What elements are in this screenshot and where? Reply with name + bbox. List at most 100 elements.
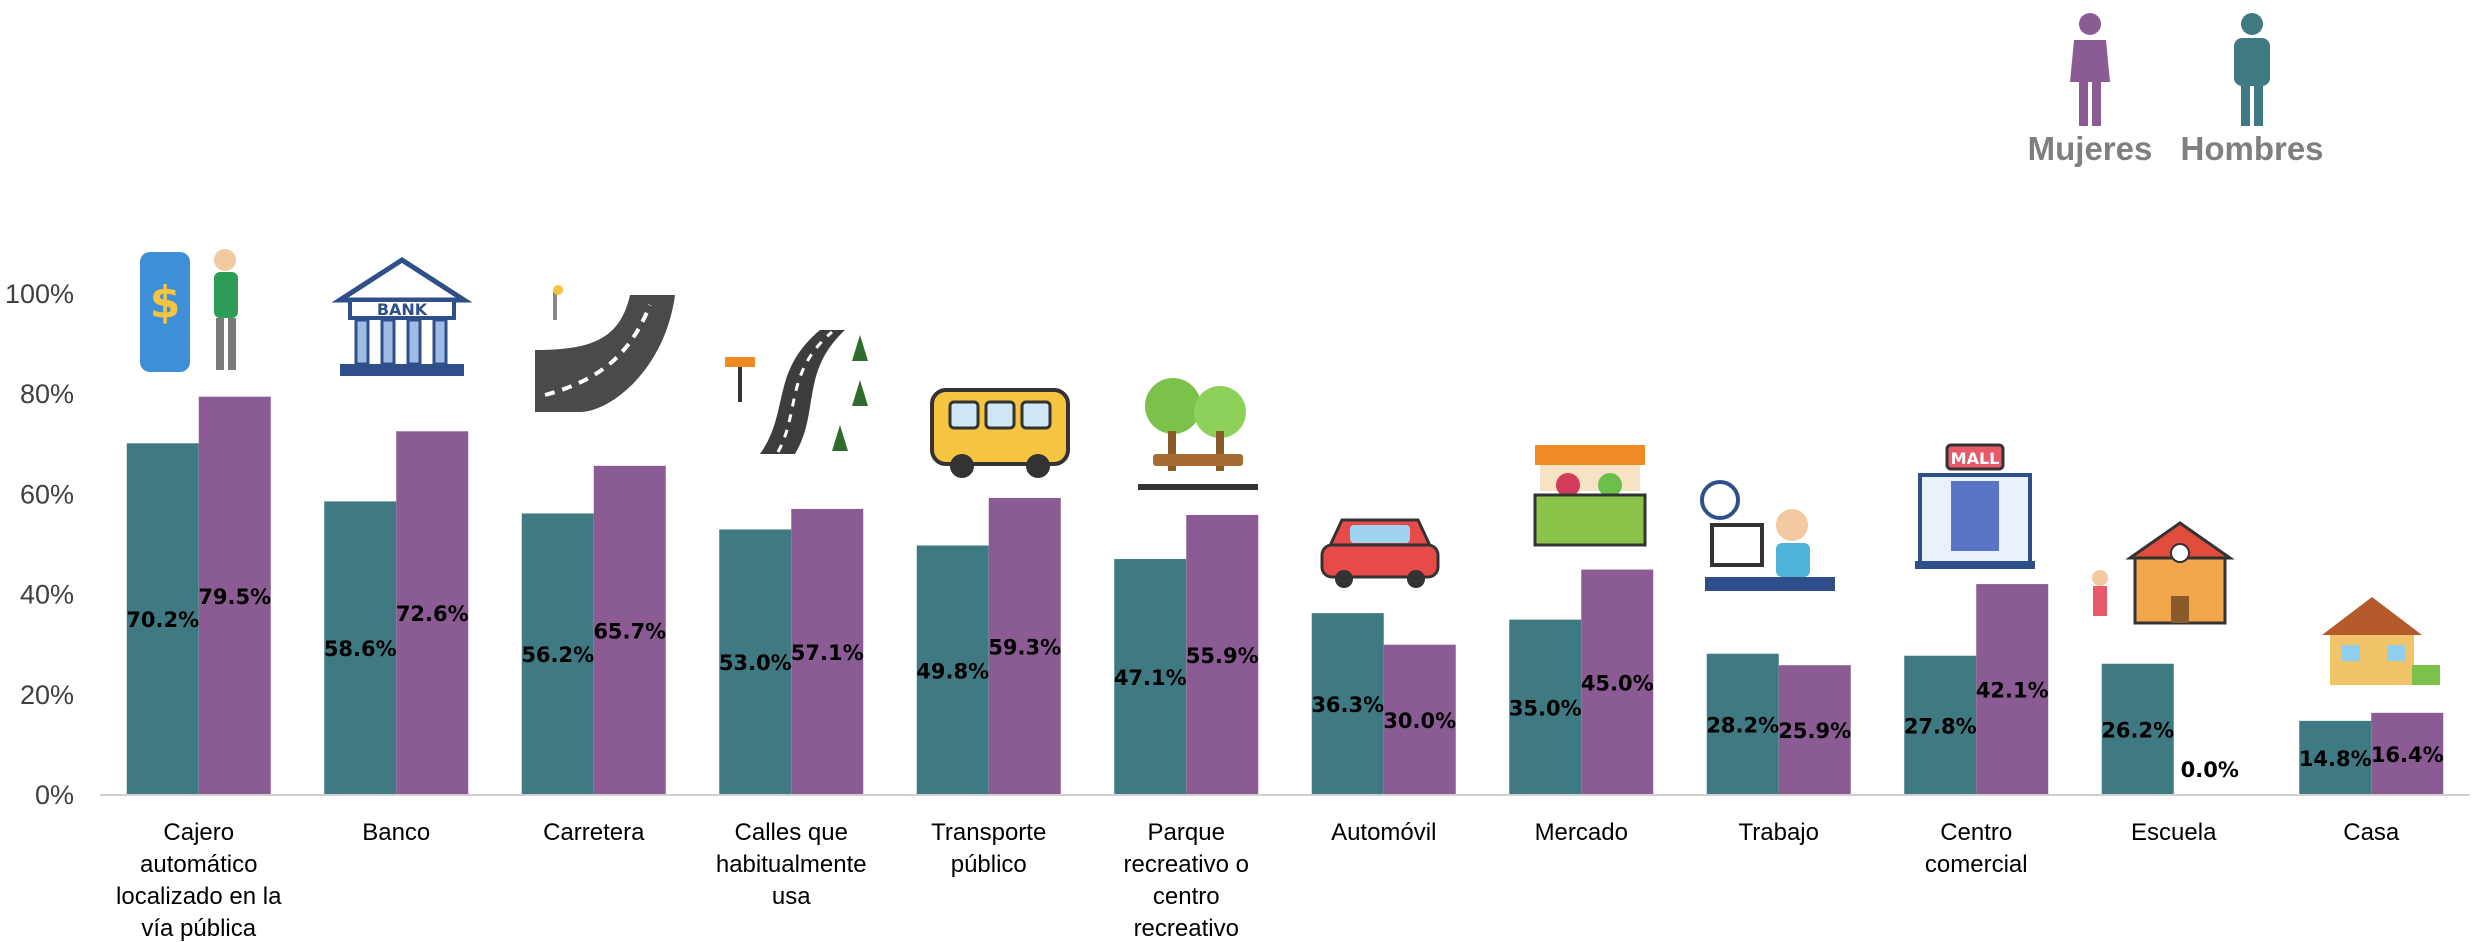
category-label: Trabajo xyxy=(1739,819,1819,846)
tree-trunk xyxy=(1168,431,1176,471)
data-label: 79.5% xyxy=(198,585,271,609)
y-tick-label: 100% xyxy=(5,279,74,309)
data-label: 70.2% xyxy=(126,608,199,632)
category-label: público xyxy=(951,851,1027,878)
data-label: 16.4% xyxy=(2371,743,2444,767)
category-label: usa xyxy=(772,883,811,910)
figure-leg xyxy=(2254,80,2263,126)
car-wheel xyxy=(1335,570,1353,588)
tree-shape xyxy=(832,425,848,451)
stall-back xyxy=(1540,465,1640,491)
bar xyxy=(1311,613,1384,795)
data-label: 27.8% xyxy=(1904,714,1977,738)
bush xyxy=(2412,665,2440,685)
bar xyxy=(1186,514,1259,795)
category-label: Cajero xyxy=(163,819,234,846)
bar xyxy=(1976,584,2049,795)
category-label: Carretera xyxy=(543,819,645,846)
child-head xyxy=(2092,570,2108,586)
figure-leg xyxy=(2241,80,2250,126)
stall-counter xyxy=(1533,493,1647,547)
bar xyxy=(2101,663,2174,795)
bus-window xyxy=(948,400,980,430)
street-markings xyxy=(776,330,833,453)
house-roof xyxy=(2322,597,2422,635)
category-label: centro xyxy=(1153,883,1220,910)
person-leg xyxy=(228,318,236,370)
category-label: automático xyxy=(140,851,257,878)
bar xyxy=(198,396,271,795)
bar xyxy=(1904,655,1977,795)
category-label: Mercado xyxy=(1535,819,1628,846)
data-label: 26.2% xyxy=(2101,718,2174,742)
bar xyxy=(1383,644,1456,795)
bus-icon xyxy=(930,388,1070,478)
desk xyxy=(1705,577,1835,591)
fruit-pile xyxy=(1556,473,1580,497)
bank-column xyxy=(354,318,370,366)
legend-label: Hombres xyxy=(2180,130,2323,167)
car-body xyxy=(1320,543,1440,579)
data-label: 35.0% xyxy=(1509,696,1582,720)
legend-item: Hombres xyxy=(2180,13,2324,167)
category-label: recreativo o xyxy=(1124,851,1249,878)
house-icon xyxy=(2322,597,2440,685)
bank-icon: BANK xyxy=(331,257,473,376)
bar xyxy=(791,508,864,795)
y-tick-label: 20% xyxy=(20,680,74,710)
atm-body xyxy=(140,252,190,372)
house-window xyxy=(2387,645,2405,661)
data-label: 49.8% xyxy=(916,659,989,683)
figure-torso xyxy=(2234,38,2270,86)
category-label: Centro xyxy=(1940,819,2012,846)
figure-head xyxy=(2241,13,2263,35)
bar xyxy=(916,545,989,795)
mall-word: MALL xyxy=(1951,449,2000,468)
monitor xyxy=(1710,523,1764,567)
data-label: 55.9% xyxy=(1186,644,1259,668)
person-shirt xyxy=(214,272,238,318)
tree-crown xyxy=(1194,386,1246,438)
school-door xyxy=(2171,596,2189,623)
bar xyxy=(126,443,199,795)
person-head xyxy=(214,249,236,271)
data-label: 28.2% xyxy=(1706,713,1779,737)
market-icon xyxy=(1533,445,1647,547)
category-label: Automóvil xyxy=(1331,819,1436,846)
data-label: 0.0% xyxy=(2181,758,2239,782)
bar xyxy=(1778,665,1851,795)
mall-sign xyxy=(1945,443,2005,471)
bar xyxy=(719,529,792,795)
car-windshield xyxy=(1350,525,1410,543)
data-label: 59.3% xyxy=(988,635,1061,659)
y-tick-label: 80% xyxy=(20,379,74,409)
y-tick-label: 60% xyxy=(20,479,74,509)
bars: 70.2%79.5% 58.6% 72.6% 56.2%65.7% 53.0% 57.1%… xyxy=(126,396,2444,795)
bar xyxy=(1581,569,1654,795)
data-label: 65.7% xyxy=(593,619,666,643)
man-icon xyxy=(2234,13,2270,126)
atm-icon: $ xyxy=(140,249,238,372)
y-axis: 0% 20% 40% 60% 80% 100% xyxy=(5,279,74,810)
sign-board xyxy=(725,357,755,367)
person-leg xyxy=(216,318,224,370)
street-icon xyxy=(725,330,868,454)
mall-base xyxy=(1915,561,2035,569)
bench-seat xyxy=(1153,454,1243,466)
data-label: 56.2% xyxy=(521,643,594,667)
office-worker-icon xyxy=(1700,480,1835,591)
dollar-glyph: $ xyxy=(150,277,181,328)
bar xyxy=(521,513,594,795)
house-window xyxy=(2342,645,2360,661)
mall-icon: MALL xyxy=(1915,443,2035,569)
figure-dress xyxy=(2070,40,2110,82)
legend: Mujeres Hombres xyxy=(2028,13,2324,167)
awning xyxy=(1535,445,1645,465)
data-label: 45.0% xyxy=(1581,671,1654,695)
street-surface xyxy=(760,330,845,454)
car-icon xyxy=(1320,518,1440,588)
data-label: 30.0% xyxy=(1383,709,1456,733)
road-surface xyxy=(535,295,675,412)
worker-head xyxy=(1776,509,1808,541)
